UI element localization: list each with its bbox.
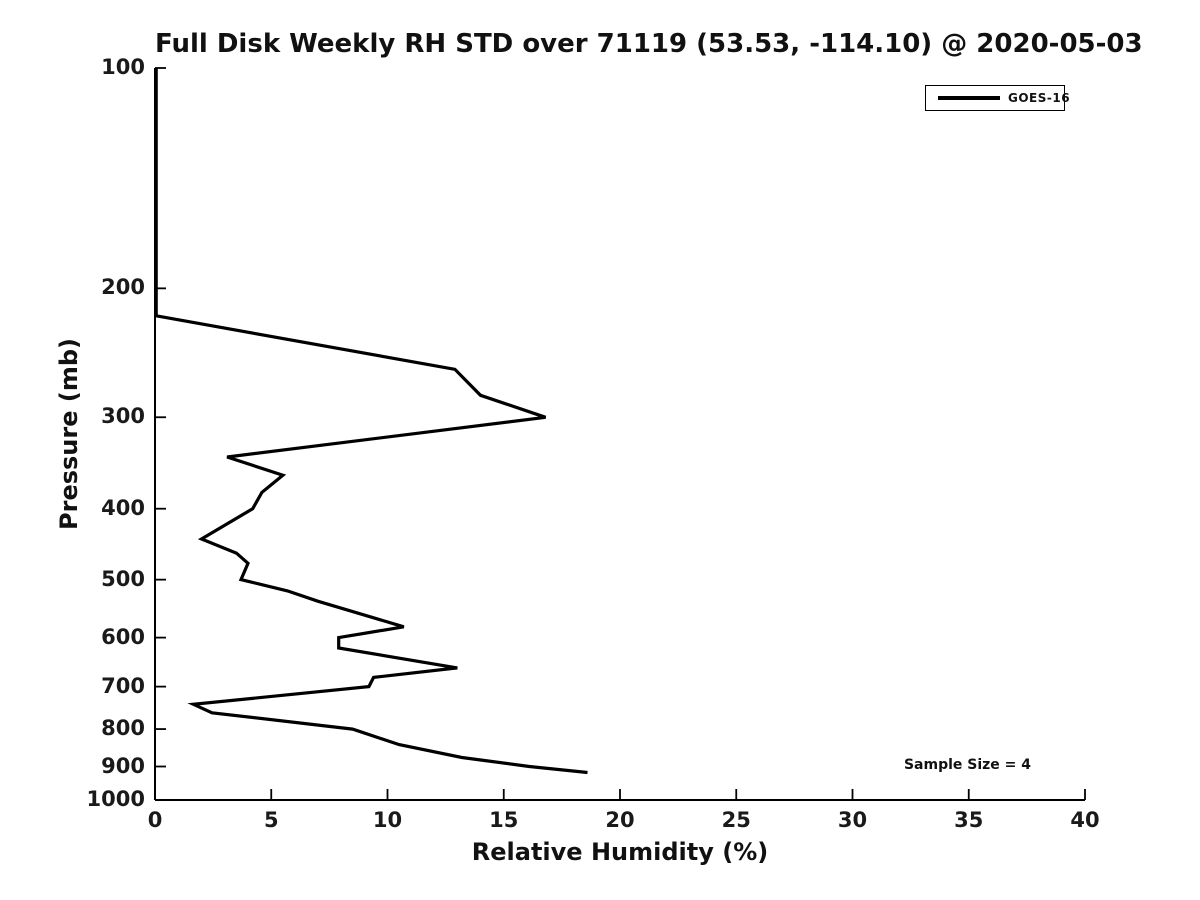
legend-label: GOES-16 xyxy=(1008,91,1071,105)
y-tick-label: 500 xyxy=(101,566,145,591)
legend: GOES-16 xyxy=(925,85,1070,111)
y-tick-label: 800 xyxy=(101,716,145,741)
x-tick-label: 20 xyxy=(605,808,635,832)
x-tick-label: 10 xyxy=(372,808,403,832)
x-tick-label: 0 xyxy=(147,808,163,832)
legend-line-sample xyxy=(938,96,1000,100)
y-tick-label: 300 xyxy=(101,404,145,429)
x-tick-label: 35 xyxy=(954,808,984,832)
y-tick-label: 700 xyxy=(101,673,145,698)
y-tick-label: 600 xyxy=(101,624,145,649)
x-tick-label: 25 xyxy=(721,808,751,832)
x-tick-label: 30 xyxy=(837,808,868,832)
series-line-goes-16 xyxy=(154,68,588,775)
y-tick-label: 100 xyxy=(101,55,145,79)
sample-size-annotation: Sample Size = 4 xyxy=(903,757,1032,773)
y-tick-label: 900 xyxy=(101,753,145,778)
x-tick-label: 5 xyxy=(263,808,279,832)
y-tick-label: 1000 xyxy=(86,787,145,811)
chart-title: Full Disk Weekly RH STD over 71119 (53.5… xyxy=(155,29,1143,59)
x-tick-label: 40 xyxy=(1070,808,1100,832)
x-axis-label: Relative Humidity (%) xyxy=(471,838,769,866)
x-tick-label: 15 xyxy=(489,808,519,832)
y-tick-label: 400 xyxy=(101,495,145,520)
y-tick-label: 200 xyxy=(101,275,145,300)
